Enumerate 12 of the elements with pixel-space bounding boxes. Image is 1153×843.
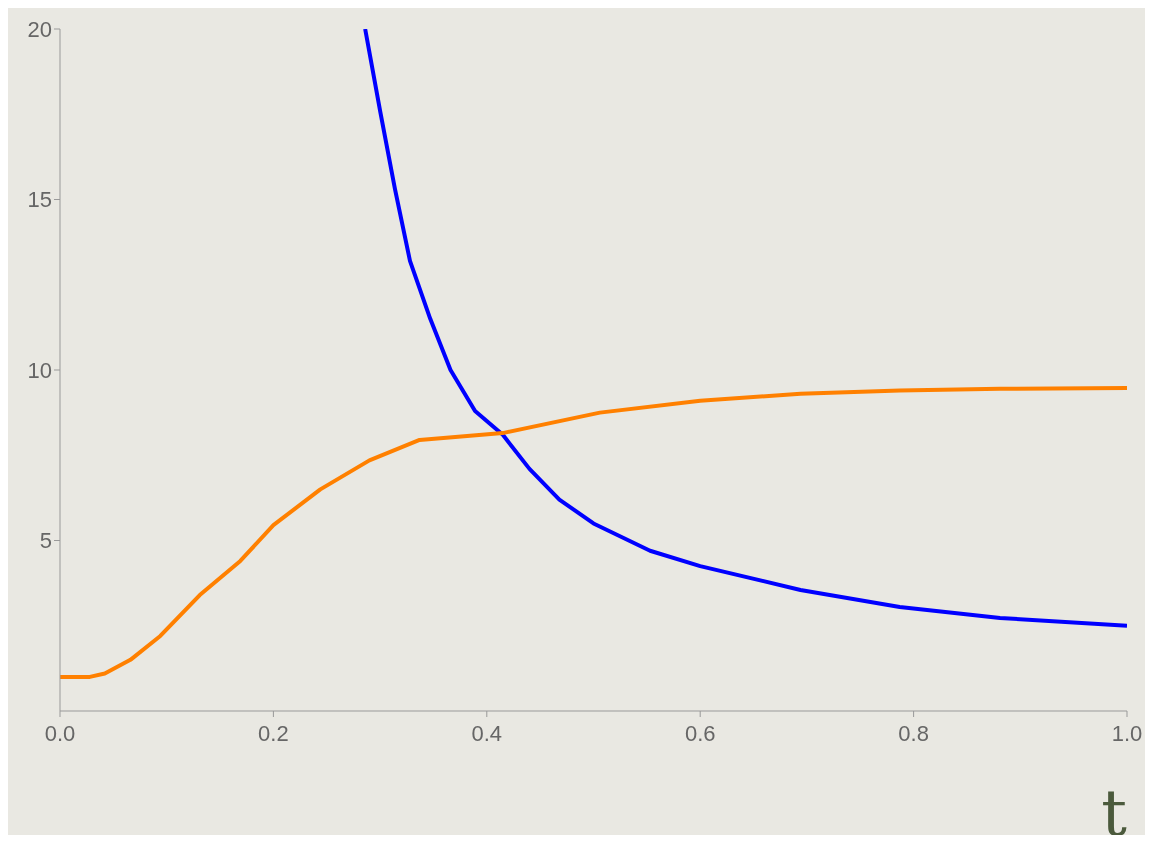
y-tick-label: 20: [27, 16, 52, 42]
line-series: [363, 29, 1127, 628]
y-tick-label: 10: [27, 357, 52, 383]
x-tick-label: 1.0: [1111, 720, 1143, 746]
x-tick-label: 0.8: [898, 720, 929, 746]
x-tick-label: 0.0: [44, 720, 76, 746]
x-tick-label: 0.4: [471, 720, 503, 746]
y-tick-label: 15: [27, 187, 52, 213]
line-series: [60, 386, 1127, 679]
y-tick-label: 5: [39, 528, 52, 554]
x-tick-label: 0.2: [258, 720, 289, 746]
x-tick-label: 0.6: [684, 720, 716, 746]
